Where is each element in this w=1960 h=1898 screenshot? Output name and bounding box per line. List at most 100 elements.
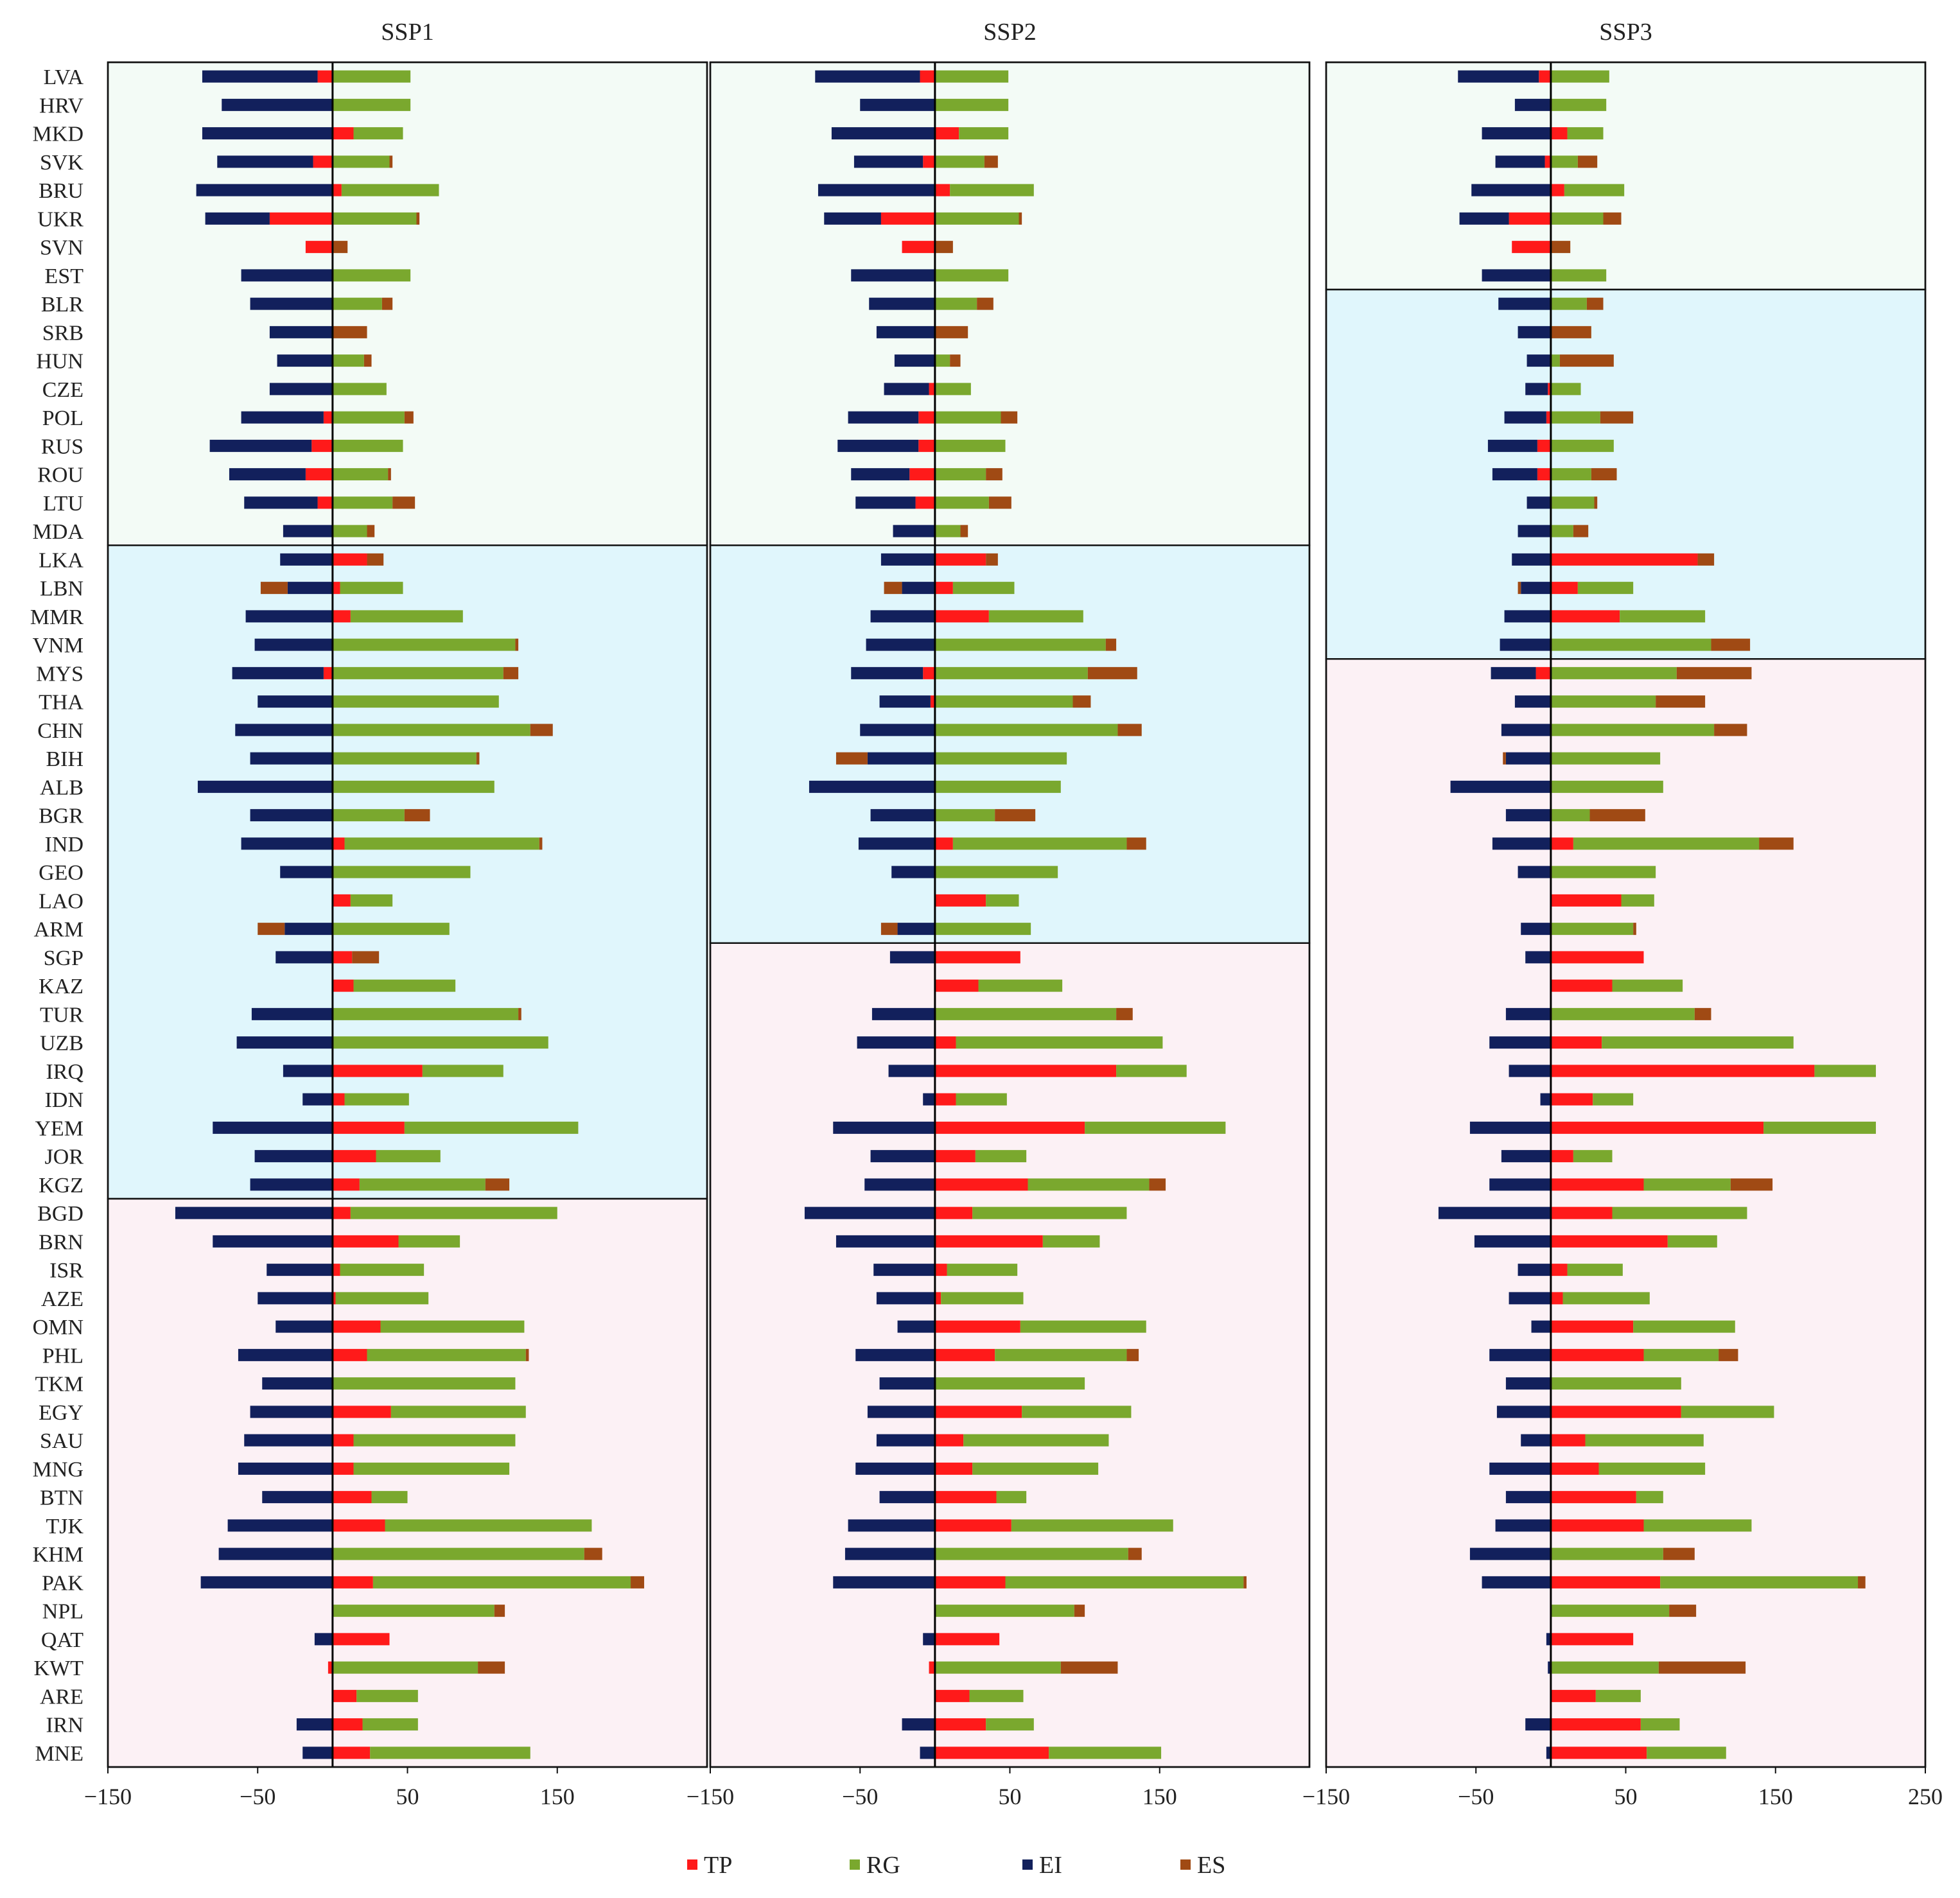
bar-tp-btn xyxy=(1550,1491,1636,1504)
bar-tp-cze xyxy=(929,383,935,396)
bar-ei-mkd xyxy=(831,127,935,140)
bar-es-rou xyxy=(388,468,391,481)
bar-es-chn xyxy=(1117,724,1142,736)
bar-ei-kgz xyxy=(864,1178,935,1191)
bar-tp-svk xyxy=(923,155,935,168)
bar-tp-svn xyxy=(1512,241,1551,254)
bar-rg-ltu xyxy=(934,496,989,509)
bar-rg-lva xyxy=(332,70,411,83)
bar-rg-tjk xyxy=(1011,1519,1173,1532)
bar-ei-yem xyxy=(213,1121,333,1134)
bar-ei-bru xyxy=(1471,184,1551,196)
bar-rg-hun xyxy=(934,354,950,367)
bar-es-khm xyxy=(1663,1547,1695,1560)
bar-es-rou xyxy=(986,468,1002,481)
bar-ei-isr xyxy=(1518,1264,1551,1276)
bar-ei-sau xyxy=(1521,1434,1551,1447)
bar-rg-phl xyxy=(1643,1348,1719,1361)
bar-es-tur xyxy=(518,1007,521,1020)
bar-tp-tha xyxy=(930,695,935,708)
bar-rg-hrv xyxy=(332,98,411,111)
bar-tp-pak xyxy=(934,1576,1006,1589)
bar-rg-brn xyxy=(398,1235,460,1248)
bar-rg-mys xyxy=(332,666,503,679)
bar-rg-rus xyxy=(332,439,403,452)
bar-ei-mmr xyxy=(1504,610,1551,623)
category-label: LTU xyxy=(43,492,83,516)
bar-tp-egy xyxy=(1550,1406,1681,1418)
panel-ssp3: SSP3 −150 −50 50 150 250 xyxy=(1302,19,1943,1809)
bar-ei-chn xyxy=(1501,724,1551,736)
bar-es-mda xyxy=(960,525,968,537)
bar-es-bgr xyxy=(995,809,1036,822)
category-label: QAT xyxy=(41,1628,83,1652)
bar-ei-arm xyxy=(897,923,935,936)
bar-tp-idn xyxy=(1550,1093,1593,1106)
bar-rg-bgd xyxy=(1612,1206,1747,1219)
bar-tp-irn xyxy=(934,1718,986,1731)
bar-ei-lka xyxy=(1512,553,1551,566)
bar-es-kgz xyxy=(1149,1178,1166,1191)
category-label: ISR xyxy=(49,1259,83,1283)
bar-ei-kgz xyxy=(1489,1178,1551,1191)
bar-es-ltu xyxy=(1594,496,1598,509)
bar-ei-est xyxy=(241,269,333,282)
bar-rg-rou xyxy=(1550,468,1591,481)
x-tick-label: −50 xyxy=(240,1784,276,1809)
category-label: ROU xyxy=(37,464,83,487)
bar-ei-srb xyxy=(1518,326,1551,338)
bar-es-mda xyxy=(367,525,375,537)
x-tick-label: 250 xyxy=(1908,1784,1943,1809)
bar-rg-isr xyxy=(947,1264,1018,1276)
bar-tp-uzb xyxy=(1550,1036,1602,1049)
bar-tp-cze xyxy=(1548,383,1551,396)
bar-rg-idn xyxy=(344,1093,409,1106)
region-shade xyxy=(1325,61,1927,291)
bar-tp-sau xyxy=(934,1434,964,1447)
bar-ei-phl xyxy=(1489,1348,1551,1361)
bar-rg-ltu xyxy=(332,496,393,509)
category-label: IDN xyxy=(45,1088,83,1112)
bar-rg-tjk xyxy=(1643,1519,1752,1532)
bar-rg-est xyxy=(1550,269,1607,282)
bar-tp-bru xyxy=(332,184,342,196)
bar-es-phl xyxy=(1126,1348,1139,1361)
bar-rg-irn xyxy=(1640,1718,1680,1731)
bar-tp-mys xyxy=(323,666,333,679)
x-tick-label: 150 xyxy=(540,1784,575,1809)
bar-ei-mys xyxy=(1491,666,1536,679)
bar-tp-bru xyxy=(1550,184,1564,196)
bar-rg-yem xyxy=(1763,1121,1877,1134)
bar-tp-kwt xyxy=(929,1661,935,1674)
bar-rg-irn xyxy=(986,1718,1034,1731)
bar-rg-kaz xyxy=(353,979,456,992)
bar-ei-vnm xyxy=(254,638,333,651)
bar-ei-ukr xyxy=(205,212,270,225)
bar-rg-npl xyxy=(934,1605,1074,1617)
bar-rg-pol xyxy=(934,411,1001,424)
bar-tp-mmr xyxy=(934,610,989,623)
bar-ei-mda xyxy=(283,525,333,537)
bar-rg-cze xyxy=(332,383,387,396)
category-label: OMN xyxy=(33,1316,83,1339)
bar-ei-tjk xyxy=(1495,1519,1551,1532)
bar-ei-phl xyxy=(238,1348,333,1361)
bar-es-kwt xyxy=(1060,1661,1118,1674)
bar-es-ukr xyxy=(1019,212,1022,225)
bar-ei-tkm xyxy=(262,1377,333,1390)
bar-ei-geo xyxy=(280,866,333,878)
bar-rg-lbn xyxy=(952,582,1015,595)
bar-tp-bgd xyxy=(1550,1206,1613,1219)
bar-ei-mkd xyxy=(1482,127,1551,140)
bar-rg-tha xyxy=(332,695,499,708)
bar-tp-irn xyxy=(332,1718,363,1731)
bar-ei-tur xyxy=(871,1007,935,1020)
bar-rg-aze xyxy=(941,1292,1024,1305)
legend-label-tp: TP xyxy=(704,1852,732,1879)
bar-ei-mng xyxy=(238,1462,333,1475)
bar-tp-phl xyxy=(1550,1348,1644,1361)
chart-panels: SSP1 −150 −50 50 150 SSP2 −150 −50 50 150 SSP3 −150… xyxy=(30,19,1943,1809)
bar-ei-svk xyxy=(1495,155,1545,168)
region-shade xyxy=(709,61,1311,546)
